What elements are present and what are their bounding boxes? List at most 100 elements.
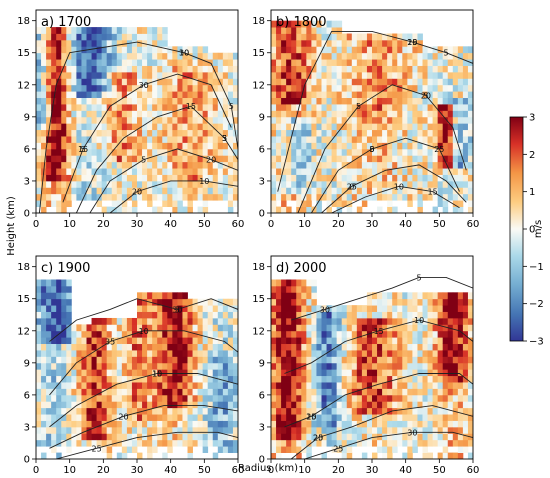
contour-line [290,405,473,459]
heatmap-cell [286,305,292,312]
heatmap-cell [182,91,188,99]
heatmap-cell [311,362,317,370]
heatmap-cell [467,110,473,118]
heatmap-cell [442,337,449,345]
heatmap-cell [167,104,173,111]
heatmap-cell [412,187,418,195]
heatmap-cell [152,369,158,377]
heatmap-cell [157,305,163,312]
heatmap-cell [172,356,178,364]
heatmap-cell [61,193,67,201]
heatmap-cell [232,59,238,66]
heatmap-cell [402,148,408,156]
heatmap-cell [271,362,277,370]
heatmap-cell [457,292,464,300]
heatmap-cell [452,104,459,111]
heatmap-cell [167,394,173,402]
heatmap-cell [341,116,348,124]
heatmap-cell [81,46,87,54]
heatmap-cell [291,350,297,357]
heatmap-cell [316,46,322,54]
heatmap-cell [111,187,118,195]
heatmap-cell [392,407,398,415]
heatmap-cell [96,129,103,137]
heatmap-cell [366,65,373,73]
heatmap-cell [227,356,234,364]
heatmap-cell [81,65,87,73]
heatmap-cell [276,330,282,338]
heatmap-cell [137,148,143,156]
heatmap-cell [81,382,87,389]
heatmap-cell [361,39,368,47]
heatmap-cell [106,369,113,377]
heatmap-cell [91,59,97,66]
heatmap-cell [316,116,322,124]
heatmap-cell [331,401,338,409]
heatmap-cell [346,39,353,47]
heatmap-cell [232,362,238,370]
heatmap-cell [271,27,277,34]
heatmap-cell [417,324,423,332]
heatmap-cell [177,84,183,92]
heatmap-cell [232,187,238,195]
heatmap-cell [447,388,454,396]
heatmap-cell [41,187,47,195]
contour-label: 30 [172,305,182,314]
heatmap-cell [46,330,52,338]
heatmap-cell [131,206,138,213]
heatmap-cell [56,33,62,41]
heatmap-cell [162,452,168,459]
heatmap-cell [422,136,428,143]
heatmap-cell [377,91,383,99]
heatmap-cell [162,193,168,201]
heatmap-cell [422,91,428,99]
heatmap-cell [217,168,224,175]
heatmap-cell [346,168,353,175]
heatmap-cell [41,382,47,389]
heatmap-cell [232,382,238,389]
heatmap-cell [96,168,103,175]
heatmap-cell [372,452,378,459]
heatmap-cell [177,311,183,319]
heatmap-cell [162,414,168,421]
heatmap-cell [137,337,143,345]
heatmap-cell [407,362,413,370]
heatmap-cell [402,407,408,415]
heatmap-cell [116,330,123,338]
heatmap-cell [392,375,398,383]
heatmap-cell [111,337,118,345]
heatmap-cell [331,394,338,402]
heatmap-cell [91,84,97,92]
heatmap-cell [321,91,327,99]
heatmap-cell [306,285,312,293]
heatmap-cell [402,298,408,306]
heatmap-cell [296,142,302,150]
heatmap-cell [222,375,229,383]
heatmap-cell [281,292,287,300]
heatmap-cell [437,65,444,73]
heatmap-cell [61,369,67,377]
contour-line [284,319,473,374]
heatmap-cell [66,420,72,428]
heatmap-cell [286,136,292,143]
heatmap-cell [76,97,82,105]
x-tick-label: 40 [399,219,412,230]
heatmap-cell [382,362,388,370]
heatmap-cell [336,439,343,447]
heatmap-cell [116,180,123,188]
heatmap-cell [187,375,193,383]
heatmap-cell [222,388,229,396]
heatmap-cell [202,394,209,402]
heatmap-cell [142,414,148,421]
heatmap-cell [96,414,103,421]
heatmap-cell [457,388,464,396]
heatmap-cell [162,337,168,345]
heatmap-cell [147,104,153,111]
heatmap-cell [377,142,383,150]
heatmap-cell [377,148,383,156]
heatmap-cell [137,292,143,300]
heatmap-cell [276,91,282,99]
heatmap-cell [86,148,92,156]
heatmap-cell [202,91,209,99]
heatmap-cell [227,187,234,195]
